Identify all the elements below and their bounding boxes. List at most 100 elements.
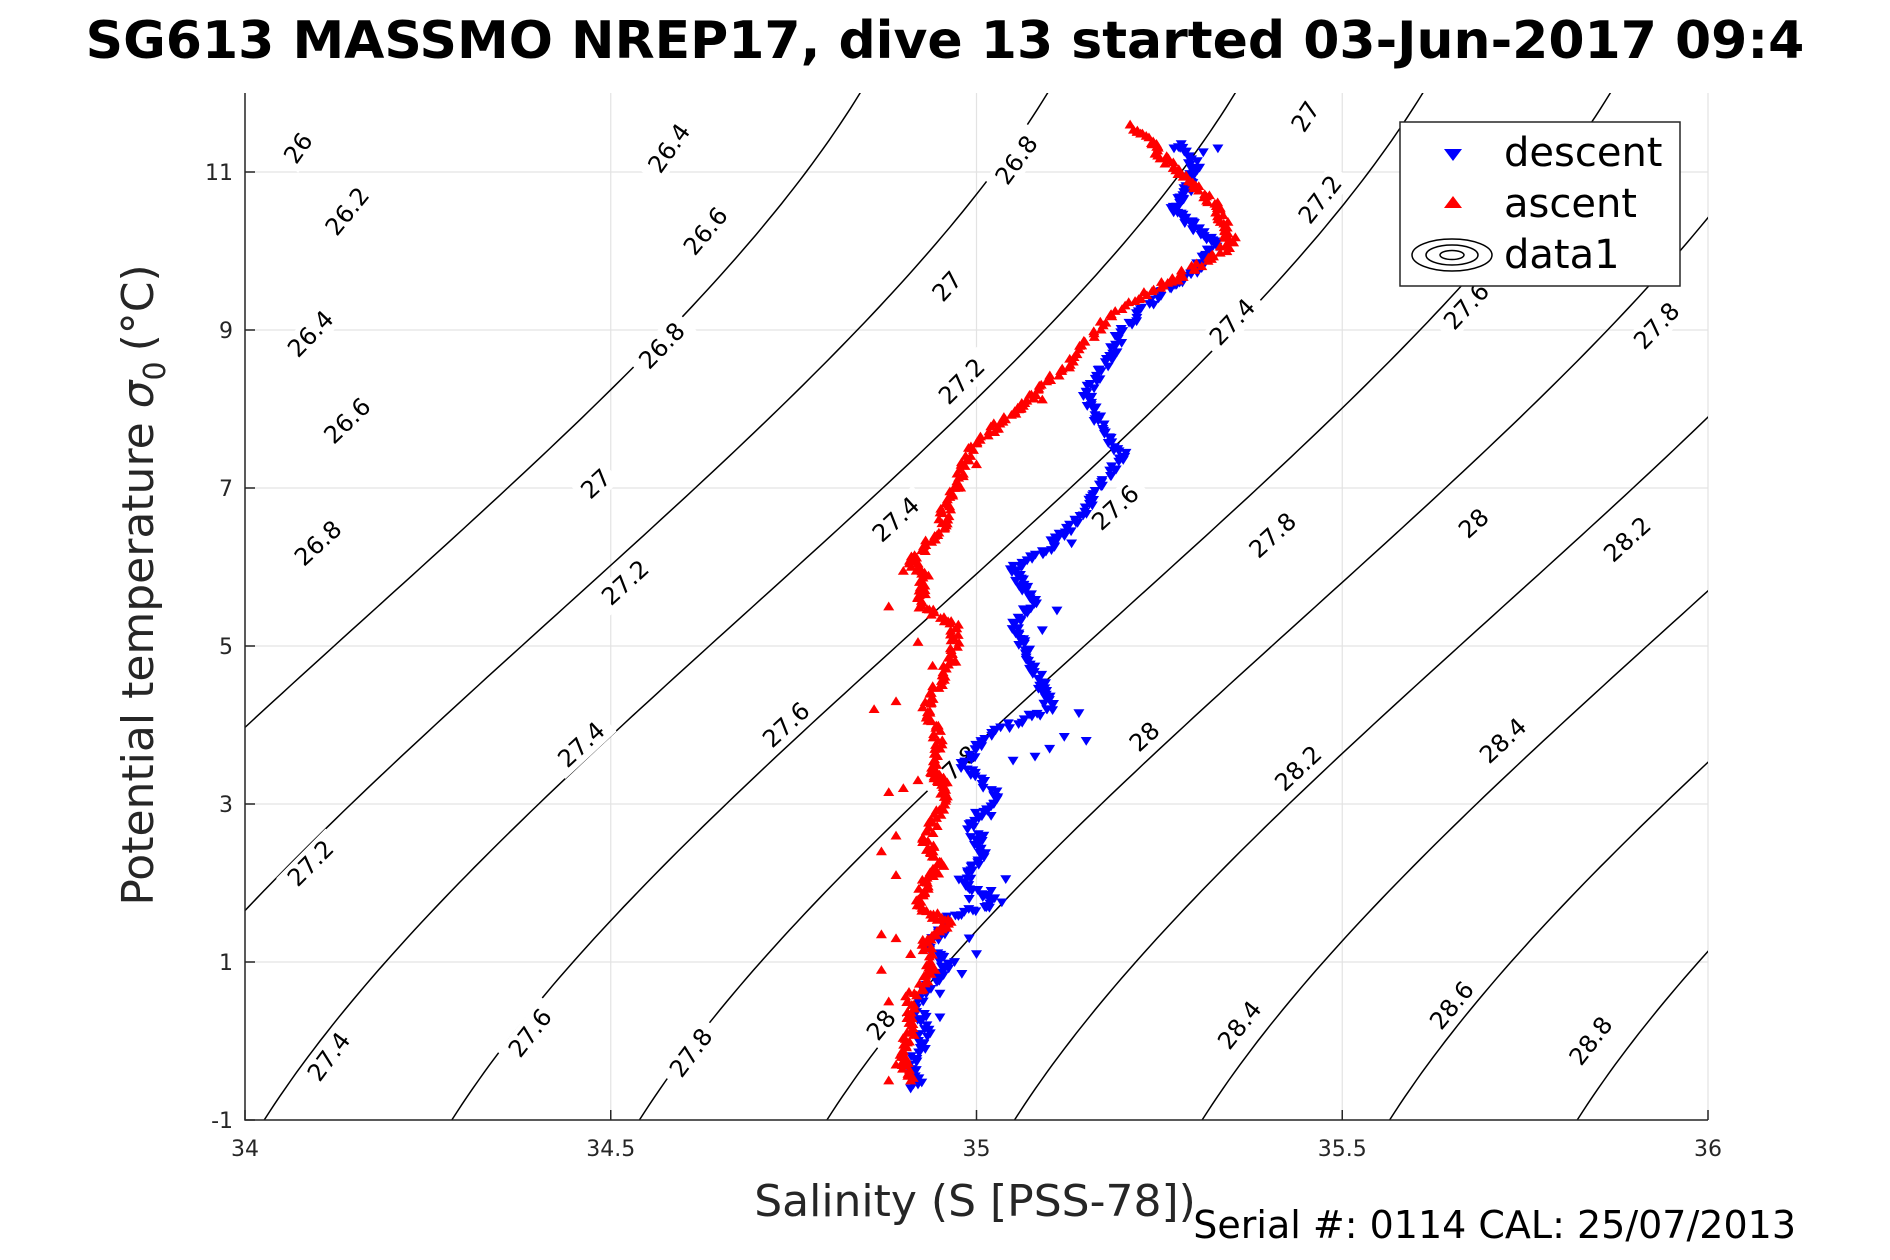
descent-marker bbox=[1037, 550, 1049, 560]
descent-marker bbox=[963, 894, 975, 904]
contour-label-bg bbox=[571, 460, 621, 508]
descent-marker bbox=[1044, 744, 1056, 754]
descent-marker bbox=[1092, 416, 1104, 426]
ascent-marker bbox=[868, 704, 880, 714]
ascent-marker bbox=[937, 859, 949, 869]
contour-label-bg bbox=[1237, 501, 1309, 570]
ascent-marker bbox=[1088, 332, 1100, 341]
ascent-marker bbox=[1135, 293, 1147, 303]
ascent-marker bbox=[971, 459, 982, 469]
ascent-marker bbox=[912, 637, 924, 646]
contour-label-bg bbox=[1449, 499, 1499, 548]
x-axis-label: Salinity (S [PSS-78]) bbox=[754, 1176, 1196, 1227]
ascent-marker bbox=[890, 1059, 902, 1069]
ascent-marker bbox=[945, 504, 957, 514]
ascent-marker bbox=[935, 676, 947, 685]
contour-label-bg bbox=[984, 123, 1049, 197]
ascent-marker bbox=[897, 1033, 909, 1042]
legend-data1-label: data1 bbox=[1504, 232, 1620, 278]
descent-marker bbox=[1105, 472, 1117, 481]
descent-marker bbox=[979, 903, 991, 912]
descent-marker bbox=[1177, 213, 1189, 223]
ascent-marker bbox=[917, 837, 929, 847]
ascent-marker bbox=[925, 969, 937, 978]
ascent-marker bbox=[930, 930, 942, 940]
ascent-marker bbox=[1129, 296, 1141, 305]
density-contour-line bbox=[1741, 54, 1890, 1160]
legend: descent ascent data1 bbox=[1399, 121, 1681, 287]
ascent-marker bbox=[915, 985, 927, 995]
descent-marker bbox=[1081, 381, 1093, 391]
descent-marker bbox=[931, 978, 943, 987]
contour-label-bg bbox=[312, 386, 383, 456]
ascent-marker bbox=[883, 996, 895, 1006]
ascent-marker bbox=[1155, 282, 1167, 292]
ascent-marker bbox=[1041, 376, 1053, 386]
ascent-marker bbox=[938, 799, 950, 809]
contour-label-bg bbox=[275, 123, 322, 173]
descent-marker bbox=[953, 875, 965, 885]
y-tick-label: 9 bbox=[219, 319, 233, 344]
descent-marker bbox=[1027, 669, 1039, 679]
ascent-marker bbox=[926, 716, 938, 726]
contour-label-bg bbox=[627, 310, 697, 381]
ascent-marker bbox=[918, 971, 930, 981]
ascent-marker bbox=[883, 787, 895, 796]
ascent-marker bbox=[937, 670, 949, 680]
descent-marker bbox=[956, 970, 968, 979]
ascent-marker bbox=[913, 602, 925, 612]
descent-marker bbox=[978, 831, 990, 841]
descent-marker bbox=[962, 825, 974, 835]
descent-marker bbox=[1098, 420, 1110, 430]
descent-marker bbox=[917, 997, 929, 1007]
contour-label-bg bbox=[923, 262, 972, 311]
descent-marker bbox=[1000, 875, 1012, 884]
descent-marker bbox=[912, 1080, 924, 1090]
x-axis-ticks: 34 34.5 35 35.5 36 bbox=[231, 1110, 1722, 1162]
ascent-marker bbox=[1135, 128, 1147, 138]
ascent-marker bbox=[945, 635, 957, 645]
descent-marker bbox=[1102, 362, 1114, 372]
ascent-marker bbox=[1146, 286, 1158, 296]
contour-label-bg bbox=[637, 111, 701, 185]
descent-marker bbox=[1026, 712, 1038, 722]
ascent-marker bbox=[905, 561, 917, 571]
ascent-marker bbox=[925, 698, 937, 708]
contour-label-bg bbox=[672, 195, 740, 268]
descent-marker bbox=[1058, 532, 1070, 542]
ascent-marker bbox=[897, 566, 909, 575]
descent-marker bbox=[1187, 226, 1199, 236]
descent-marker bbox=[985, 812, 997, 821]
descent-marker bbox=[905, 1084, 917, 1094]
legend-contour-ring-inner bbox=[1439, 249, 1465, 261]
ascent-marker bbox=[927, 732, 939, 742]
ascent-marker bbox=[1167, 157, 1179, 167]
descent-marker bbox=[977, 783, 989, 793]
contour-label-bg bbox=[1468, 706, 1539, 775]
ascent-marker bbox=[919, 546, 931, 556]
descent-marker bbox=[1197, 148, 1209, 158]
ascent-marker bbox=[1202, 197, 1214, 207]
descent-marker bbox=[1088, 496, 1100, 505]
ascent-marker bbox=[1172, 275, 1184, 285]
y-axis-label-main: Potential temperature bbox=[113, 422, 164, 905]
contour-label-bg bbox=[282, 509, 354, 578]
descent-marker bbox=[913, 1048, 925, 1058]
density-contour-line bbox=[245, 93, 861, 729]
ascent-marker bbox=[917, 702, 929, 712]
y-axis-label-sub: 0 bbox=[138, 361, 173, 380]
ascent-marker bbox=[1063, 362, 1075, 372]
density-contour-line bbox=[450, 93, 1424, 1120]
ascent-marker bbox=[901, 1027, 913, 1037]
legend-ascent-marker bbox=[1444, 196, 1462, 208]
contour-label-bg bbox=[1432, 271, 1501, 342]
ascent-marker bbox=[917, 945, 929, 955]
contour-label-bg bbox=[860, 485, 932, 554]
contour-label-bg bbox=[857, 1000, 905, 1050]
descent-marker bbox=[1148, 300, 1160, 310]
ascent-marker bbox=[934, 507, 946, 517]
descent-marker bbox=[1106, 355, 1118, 365]
ascent-marker bbox=[922, 570, 934, 580]
ascent-marker bbox=[923, 817, 935, 827]
y-tick-label: 5 bbox=[219, 635, 233, 660]
